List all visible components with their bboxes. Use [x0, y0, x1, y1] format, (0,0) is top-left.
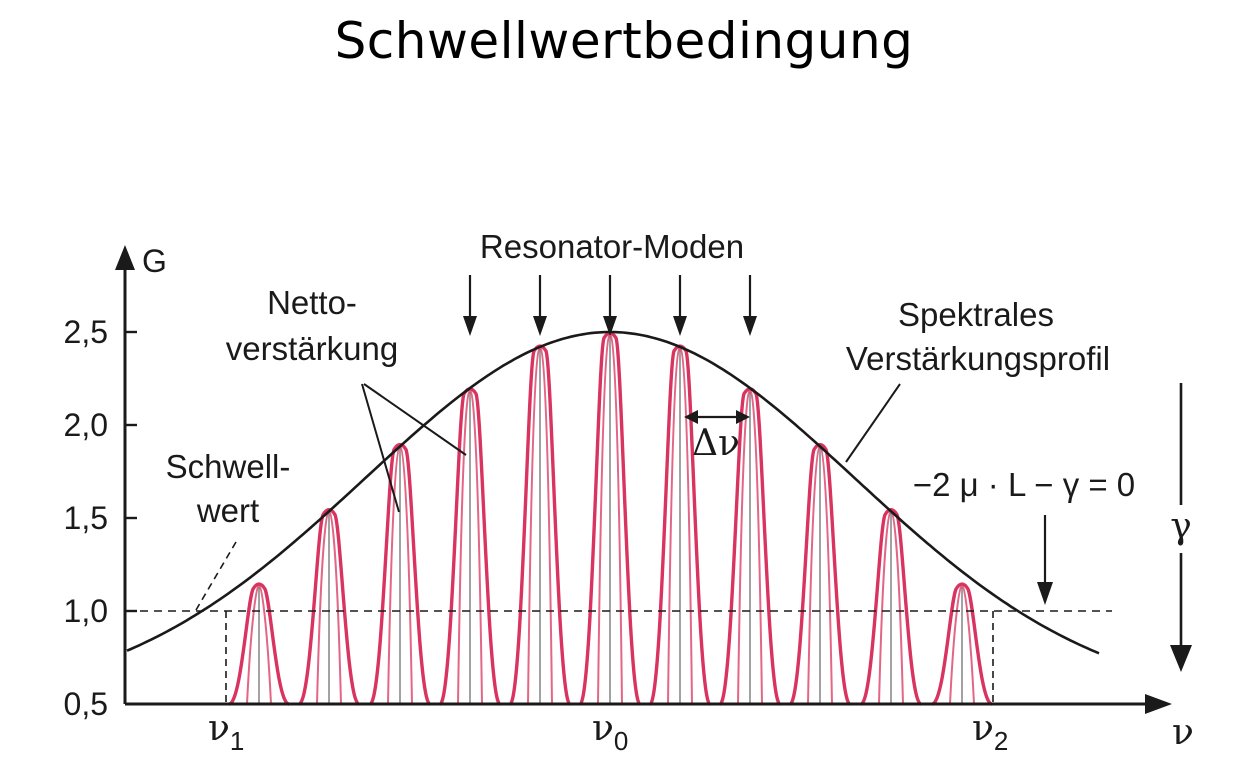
- y-tick-label: 1,0: [64, 593, 108, 629]
- resonator-modes-label: Resonator-Moden: [480, 228, 744, 265]
- marker-nu2-sub: 2: [994, 726, 1008, 756]
- marker-nu2: ν2: [972, 708, 1008, 756]
- y-tick-label: 0,5: [64, 686, 108, 722]
- spectral-profile-label-line2: Verstärkungsprofil: [846, 340, 1110, 377]
- marker-nu0-main: ν: [592, 708, 614, 749]
- mode-peak-inner: [246, 583, 272, 705]
- threshold-condition: −2 μ · L − γ = 0: [913, 466, 1135, 503]
- mode-peak-inner: [737, 388, 763, 705]
- net-gain-label-line1: Netto-: [267, 284, 357, 321]
- gamma-arrowhead: [1170, 645, 1192, 672]
- mode-arrow-head: [743, 316, 757, 336]
- mode-arrow-head: [673, 316, 687, 336]
- slide-title: Schwellwertbedingung: [334, 12, 914, 70]
- mode-arrow-head: [603, 316, 617, 336]
- net-gain-label-line2: verstärkung: [226, 330, 398, 367]
- mode-arrow-head: [463, 316, 477, 336]
- resonator-mode-arrows: [463, 275, 757, 336]
- marker-nu0-sub: 0: [614, 726, 628, 756]
- x-axis-arrowhead: [1145, 694, 1172, 714]
- mode-peak-inner: [949, 583, 975, 705]
- marker-nu1-sub: 1: [230, 726, 244, 756]
- marker-nu2-main: ν: [972, 708, 994, 749]
- mode-stems: [258, 336, 963, 704]
- marker-nu1: ν1: [208, 708, 244, 756]
- y-tick-label: 1,5: [64, 500, 108, 536]
- spectral-profile-label-line1: Spektrales: [898, 296, 1054, 333]
- net-gain-leader-left: [361, 383, 400, 513]
- y-axis-label: G: [142, 243, 167, 279]
- y-tick-label: 2,5: [64, 314, 108, 350]
- y-axis-ticks: 2,5 2,0 1,5 1,0 0,5: [64, 314, 137, 722]
- mode-peak-inner: [457, 388, 483, 705]
- marker-nu0: ν0: [592, 708, 628, 756]
- mode-spacing-label: Δν: [692, 423, 740, 464]
- mode-arrow-head: [533, 316, 547, 336]
- threshold-leader: [195, 541, 237, 611]
- mode-spacing-arrowhead-left: [684, 410, 698, 424]
- threshold-label-line2: wert: [196, 492, 259, 529]
- gamma-label: γ: [1170, 506, 1192, 547]
- spectral-profile-leader: [845, 383, 901, 463]
- threshold-label-line1: Schwell-: [166, 448, 291, 485]
- marker-nu1-main: ν: [208, 708, 230, 749]
- mode-spacing-arrowhead-right: [736, 410, 750, 424]
- net-gain-leader-right: [363, 383, 467, 456]
- spectral-gain-profile-curve: [126, 330, 1100, 655]
- condition-arrowhead: [1037, 582, 1053, 605]
- y-tick-label: 2,0: [64, 407, 108, 443]
- y-axis-arrowhead: [115, 245, 135, 270]
- x-axis-label: ν: [1172, 712, 1194, 753]
